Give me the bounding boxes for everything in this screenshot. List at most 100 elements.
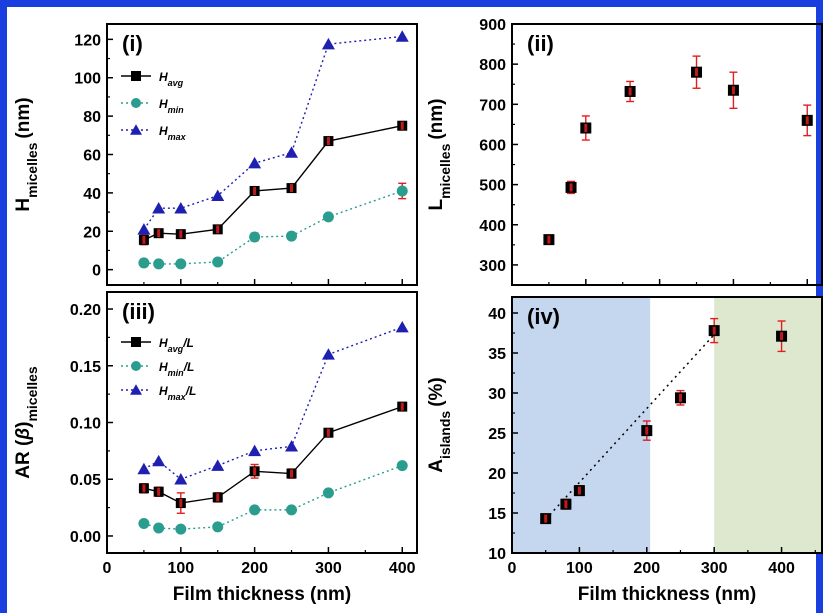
data-point-triangle <box>285 146 299 158</box>
data-point-circle <box>322 211 334 223</box>
marker-highlight <box>577 486 581 495</box>
y-tick-label: 120 <box>74 32 101 49</box>
shaded-region <box>512 297 651 553</box>
data-point-triangle <box>174 202 188 214</box>
x-tick-label: 100 <box>167 560 194 577</box>
x-tick-label: 200 <box>241 560 268 577</box>
y-tick-label: 20 <box>83 224 101 241</box>
y-tick-label: 40 <box>83 186 101 203</box>
y-axis-title: Hmicelles(nm) <box>13 97 40 211</box>
y-tick-label: 35 <box>488 346 506 363</box>
y-tick-label: 30 <box>488 386 506 403</box>
marker-highlight <box>157 487 161 496</box>
data-point-triangle <box>285 440 299 452</box>
marker-highlight <box>142 484 146 493</box>
y-tick-label: 0.10 <box>70 416 101 433</box>
data-point-circle <box>322 487 334 499</box>
y-tick-label: 0.05 <box>70 472 101 489</box>
x-tick-label: 400 <box>768 560 795 577</box>
data-point-circle <box>212 521 224 533</box>
data-point-triangle <box>248 156 262 169</box>
marker-highlight <box>157 229 161 238</box>
marker-highlight <box>645 426 649 435</box>
marker-highlight <box>216 225 220 234</box>
data-point-triangle <box>152 454 166 467</box>
data-point-triangle <box>137 462 151 475</box>
x-tick-label: 300 <box>701 560 728 577</box>
x-tick-label: 100 <box>566 560 593 577</box>
panel-ii: 300 400 500 600 700 800 900 (ii) Lmicelles(nm) <box>426 17 823 286</box>
data-point-square <box>131 337 141 347</box>
data-point-circle <box>153 522 165 534</box>
panel-label: (i) <box>122 31 143 56</box>
marker-highlight <box>544 514 548 523</box>
data-point-triangle <box>321 348 335 360</box>
y-tick-label: 40 <box>488 306 506 323</box>
marker-highlight <box>253 186 257 195</box>
marker-highlight <box>780 332 784 341</box>
data-point-circle <box>249 231 261 243</box>
legend-label: Hmin <box>159 97 184 115</box>
data-point-square <box>131 71 141 81</box>
y-tick-label: 800 <box>479 57 506 74</box>
panel-label: (iii) <box>122 299 155 324</box>
marker-highlight <box>805 116 809 125</box>
series-line-min <box>143 190 403 265</box>
marker-highlight <box>290 469 294 478</box>
y-tick-label: 15 <box>488 506 506 523</box>
y-tick-label: 20 <box>488 466 506 483</box>
data-point-circle <box>138 257 150 269</box>
data-point-circle <box>286 504 298 516</box>
marker-highlight <box>326 137 330 146</box>
panel-label: (ii) <box>527 31 554 56</box>
marker-highlight <box>584 123 588 132</box>
y-tick-label: 400 <box>479 218 506 235</box>
data-point-triangle <box>137 223 151 235</box>
x-axis-title: Film thickness (nm) <box>578 584 756 605</box>
data-point-triangle <box>395 30 409 42</box>
marker-highlight <box>253 467 257 476</box>
marker-highlight <box>400 121 404 130</box>
y-axis-title: AR (β)micelles <box>13 366 40 479</box>
data-point-triangle <box>211 459 225 471</box>
y-tick-label: 60 <box>83 148 101 165</box>
data-point-circle <box>396 185 408 197</box>
marker-highlight <box>290 184 294 193</box>
y-tick-label: 600 <box>479 137 506 154</box>
y-axis-title: Aislands(%) <box>426 377 453 473</box>
marker-highlight <box>712 326 716 335</box>
marker-highlight <box>326 428 330 437</box>
series-line-min <box>143 464 403 530</box>
y-tick-label: 900 <box>479 17 506 34</box>
x-tick-label: 300 <box>315 560 342 577</box>
panel-i: 0 20 40 60 80 100 120 (i) Havg Hmin Hmax Hmicelles(… <box>13 23 418 286</box>
marker-highlight <box>628 87 632 96</box>
marker-highlight <box>179 499 183 508</box>
y-tick-label: 80 <box>83 109 101 126</box>
y-tick-label: 500 <box>479 178 506 195</box>
marker-highlight <box>678 393 682 402</box>
data-point-triangle <box>395 320 409 333</box>
panel-label: (iv) <box>527 304 560 329</box>
data-point-triangle <box>211 189 225 201</box>
y-tick-label: 25 <box>488 426 506 443</box>
x-axis-title: Film thickness (nm) <box>173 584 351 605</box>
data-point-circle <box>212 256 224 268</box>
x-tick-label: 400 <box>389 560 416 577</box>
data-point-circle <box>249 504 261 516</box>
data-point-circle <box>153 258 165 270</box>
y-tick-label: 10 <box>488 546 506 563</box>
data-point-circle <box>131 361 141 371</box>
legend-label: Hmax/L <box>159 384 196 402</box>
frame-top <box>0 0 823 7</box>
frame-left <box>0 0 7 613</box>
series-line-max <box>143 35 403 230</box>
x-tick-label: 0 <box>508 560 517 577</box>
data-point-triangle <box>174 473 188 485</box>
y-tick-label: 0.20 <box>70 302 101 319</box>
data-point-triangle <box>248 444 262 457</box>
shaded-region <box>714 297 822 553</box>
